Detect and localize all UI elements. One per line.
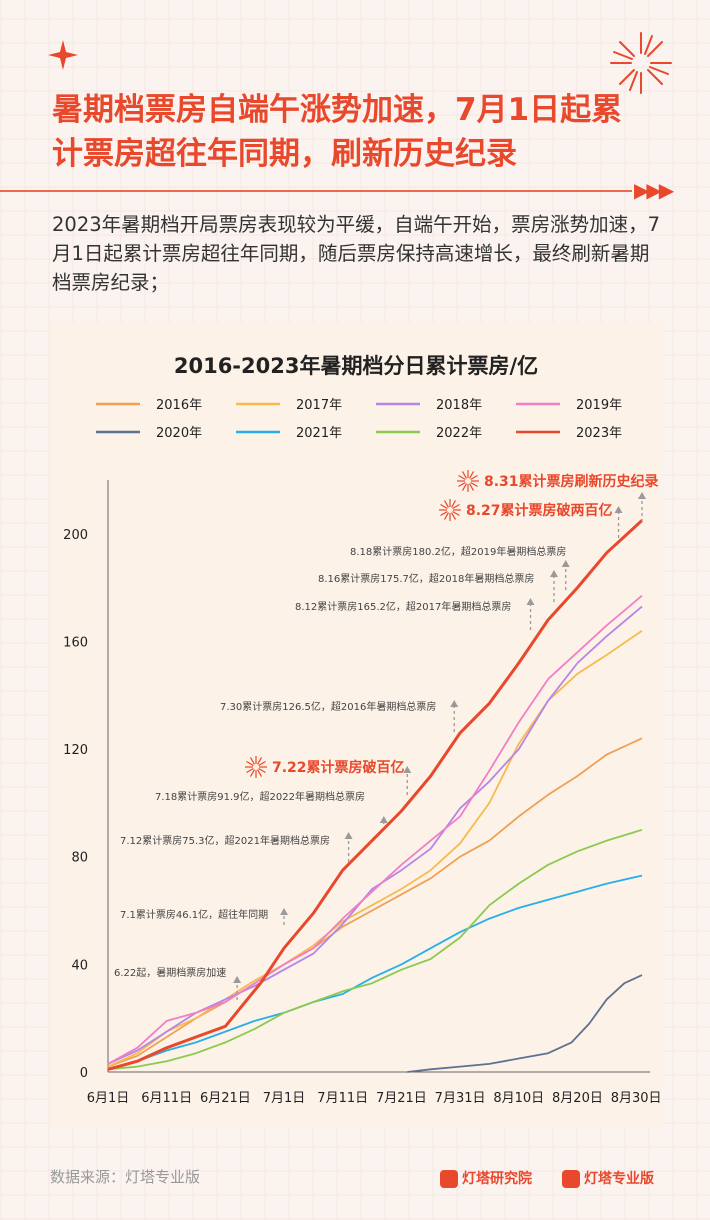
annotation-arrow-head <box>561 560 570 567</box>
firework-icon <box>439 499 461 521</box>
annotation-arrow-head <box>379 816 388 823</box>
series-line-2022 <box>107 828 643 1071</box>
legend-label-2016: 2016年 <box>156 398 202 413</box>
legend-label-2020: 2020年 <box>156 426 202 441</box>
x-tick-label: 6月11日 <box>141 1091 192 1106</box>
annotation-highlight: 8.31累计票房刷新历史纪录 <box>484 473 659 490</box>
legend-label-2017: 2017年 <box>296 398 342 413</box>
annotation-highlight: 8.27累计票房破两百亿 <box>466 502 613 519</box>
y-tick-label: 120 <box>63 743 88 758</box>
y-tick-label: 80 <box>71 851 88 866</box>
y-tick-label: 40 <box>71 958 88 973</box>
chart-panel <box>50 322 662 1128</box>
annotation-text: 6.22起，暑期档票房加速 <box>114 966 226 979</box>
x-tick-label: 7月11日 <box>317 1091 368 1106</box>
legend-label-2019: 2019年 <box>576 398 622 413</box>
y-tick-label: 0 <box>80 1066 88 1081</box>
legend-label-2018: 2018年 <box>436 398 482 413</box>
sparkle-icon <box>48 40 78 70</box>
x-tick-label: 7月21日 <box>376 1091 427 1106</box>
annotation-text: 7.30累计票房126.5亿，超2016年暑期档总票房 <box>220 700 436 713</box>
pro-logo-icon <box>562 1170 580 1188</box>
firework-icon <box>610 32 672 94</box>
annotation-arrow-head <box>344 832 353 839</box>
annotation-text: 7.18累计票房91.9亿，超2022年暑期档总票房 <box>155 790 365 803</box>
y-tick-label: 160 <box>63 635 88 650</box>
firework-icon <box>457 470 479 492</box>
summary-text: 2023年暑期档开局票房表现较为平缓，自端午开始，票房涨势加速，7月1日起累计票… <box>52 213 661 294</box>
chart-title: 2016-2023年暑期档分日累计票房/亿 <box>173 354 539 378</box>
annotation-arrow-head <box>280 908 289 915</box>
y-tick-label: 200 <box>63 528 88 543</box>
legend-label-2023: 2023年 <box>576 426 622 441</box>
x-tick-label: 7月1日 <box>263 1091 306 1106</box>
series-line-2017 <box>107 629 643 1068</box>
series-line-2021 <box>107 874 643 1071</box>
x-tick-label: 8月10日 <box>493 1091 544 1106</box>
annotation-text: 8.16累计票房175.7亿，超2018年暑期档总票房 <box>318 572 534 585</box>
logo-research: 灯塔研究院 <box>440 1168 532 1188</box>
x-tick-label: 7月31日 <box>435 1091 486 1106</box>
title-divider <box>0 190 632 192</box>
series-line-2019 <box>107 595 643 1065</box>
annotation-arrow-head <box>450 700 459 707</box>
firework-icon <box>245 756 267 778</box>
logo-research-text: 灯塔研究院 <box>462 1171 532 1187</box>
triple-arrow-icon: ▶▶▶ <box>634 178 674 202</box>
series-line-2023 <box>107 519 644 1071</box>
data-source: 数据来源：灯塔专业版 <box>50 1168 201 1186</box>
logo-pro: 灯塔专业版 <box>562 1168 654 1188</box>
logo-pro-text: 灯塔专业版 <box>584 1171 654 1187</box>
annotation-arrow-head <box>638 492 646 499</box>
annotation-arrow-head <box>614 506 623 513</box>
annotation-highlight: 7.22累计票房破百亿 <box>272 759 405 776</box>
annotation-text: 7.1累计票房46.1亿，超往年同期 <box>120 908 268 921</box>
research-logo-icon <box>440 1170 458 1188</box>
annotation-text: 8.12累计票房165.2亿，超2017年暑期档总票房 <box>295 600 511 613</box>
x-tick-label: 6月1日 <box>87 1091 130 1106</box>
annotation-arrow-head <box>233 976 242 983</box>
legend-label-2022: 2022年 <box>436 426 482 441</box>
annotation-text: 8.18累计票房180.2亿，超2019年暑期档总票房 <box>350 545 566 558</box>
annotation-arrow-head <box>403 766 412 773</box>
x-tick-label: 8月20日 <box>552 1091 603 1106</box>
series-line-2020 <box>407 974 643 1073</box>
page-title: 暑期档票房自端午涨势加速，7月1日起累计票房超往年同期，刷新历史纪录 <box>52 92 623 172</box>
annotation-text: 7.12累计票房75.3亿，超2021年暑期档总票房 <box>120 834 330 847</box>
x-tick-label: 6月21日 <box>200 1091 251 1106</box>
annotation-arrow-head <box>549 570 558 577</box>
annotation-arrow-head <box>526 598 535 605</box>
x-tick-label: 8月30日 <box>611 1091 662 1106</box>
legend-label-2021: 2021年 <box>296 426 342 441</box>
